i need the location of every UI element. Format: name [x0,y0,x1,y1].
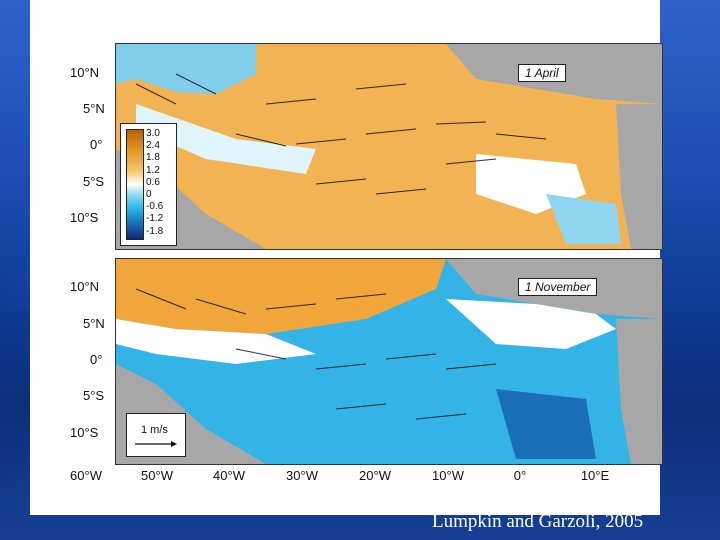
lon-label: 10°E [580,468,610,483]
lat-label: 5°S [83,174,105,189]
velocity-scale-label: 1 m/s [141,424,168,436]
lon-label: 30°W [286,468,318,483]
colorbar: 3.0 2.4 1.8 1.2 0.6 0 -0.6 -1.2 -1.8 [120,123,177,246]
lat-label: 10°S [70,210,99,225]
colorbar-tick: 1.8 [146,152,160,164]
map-november [115,258,663,465]
velocity-scale: 1 m/s [126,413,186,457]
citation: Lumpkin and Garzoli, 2005 [432,511,644,532]
land-africa-gulf [616,319,662,464]
date-label-april: 1 April [518,64,566,82]
lon-label: 0° [513,468,527,483]
colorbar-tick: -0.6 [146,201,164,213]
colorbar-tick: 3.0 [146,128,160,139]
lat-label: 0° [90,137,103,152]
white-patch [446,299,616,349]
arrow-right-icon [135,441,177,447]
map-april [115,43,663,250]
lon-label: 10°W [432,468,464,483]
date-label-november: 1 November [518,278,598,296]
cool-region [136,104,316,174]
lon-label: 60°W [70,468,102,483]
lon-label: 40°W [213,468,245,483]
current-vectors [135,288,497,420]
colorbar-tick: -1.2 [146,213,164,225]
lat-label: 0° [90,352,103,367]
lat-label: 10°N [70,65,100,80]
current-vectors [135,73,547,195]
figure-panel: 10°N 5°N 0° 5°S 10°S 10°N 5°N 0° 5°S 10°… [30,0,663,515]
lat-label: 10°N [70,279,100,294]
lat-label: 5°N [83,316,105,331]
land-africa-gulf [616,104,662,249]
map-april-canvas [116,44,662,249]
cool-patch [496,389,596,459]
colorbar-tick: -1.8 [146,225,164,237]
lat-label: 5°S [83,388,105,403]
lat-label: 5°N [83,101,105,116]
lon-label: 50°W [141,468,173,483]
colorbar-ticks: 3.0 2.4 1.8 1.2 0.6 0 -0.6 -1.2 -1.8 [146,128,174,238]
colorbar-tick: 1.2 [146,164,160,176]
cool-patch [546,194,621,244]
warm-region [116,259,446,334]
colorbar-gradient [126,129,144,240]
colorbar-tick: 0.6 [146,176,160,188]
lon-label: 20°W [359,468,391,483]
white-band [116,319,316,364]
lat-label: 10°S [70,425,99,440]
cool-region [116,44,256,94]
colorbar-tick: 2.4 [146,140,160,152]
colorbar-tick: 0 [146,188,152,200]
